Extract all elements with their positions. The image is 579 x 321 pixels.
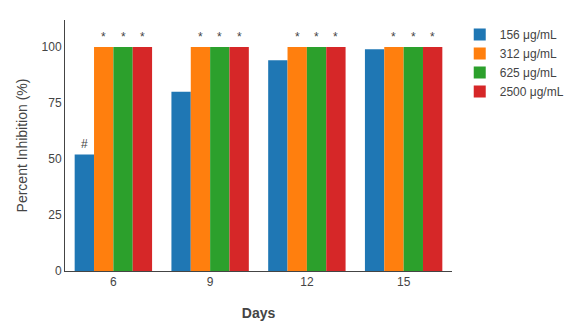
svg-text:Days: Days [242,305,276,321]
svg-text:100: 100 [42,40,62,54]
svg-text:*: * [295,30,300,44]
svg-text:625 μg/mL: 625 μg/mL [500,66,557,80]
svg-text:*: * [314,30,319,44]
svg-text:12: 12 [300,275,314,289]
svg-text:*: * [430,30,435,44]
svg-text:*: * [198,30,203,44]
svg-text:15: 15 [397,275,411,289]
svg-text:75: 75 [48,96,62,110]
svg-text:50: 50 [48,152,62,166]
svg-text:*: * [411,30,416,44]
svg-text:9: 9 [207,275,214,289]
svg-text:*: * [391,30,396,44]
svg-text:*: * [237,30,242,44]
svg-text:Percent Inhibition (%): Percent Inhibition (%) [14,79,30,213]
svg-text:6: 6 [110,275,117,289]
svg-text:*: * [121,30,126,44]
svg-text:312 μg/mL: 312 μg/mL [500,47,557,61]
svg-text:25: 25 [48,208,62,222]
svg-text:*: * [140,30,145,44]
svg-text:*: * [217,30,222,44]
svg-text:156 μg/mL: 156 μg/mL [500,28,557,42]
svg-text:2500 μg/mL: 2500 μg/mL [500,85,564,99]
svg-text:#: # [81,137,88,151]
svg-text:*: * [101,30,106,44]
svg-text:0: 0 [55,264,62,278]
svg-text:*: * [333,30,338,44]
